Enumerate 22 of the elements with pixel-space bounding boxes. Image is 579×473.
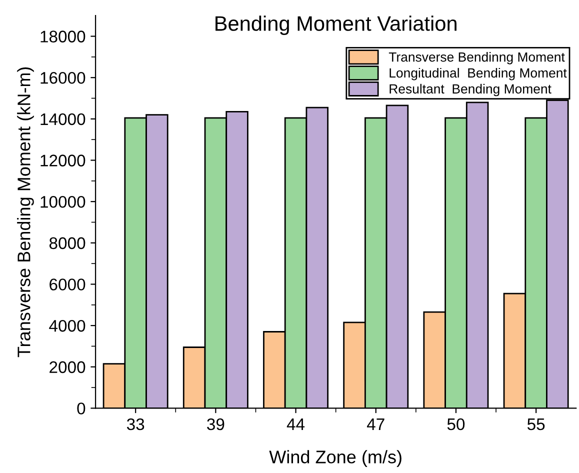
y-tick-label: 6000 [50, 278, 86, 290]
x-axis-title: Wind Zone (m/s) [269, 450, 402, 467]
y-axis-title: Transverse Bending Moment (kN-m) [17, 67, 34, 358]
y-tick-label: 2000 [50, 361, 86, 374]
y-tick-label: 10000 [40, 196, 86, 208]
x-tick-label: 55 [527, 418, 545, 430]
legend-label: Longitudinal Bending Moment [390, 68, 567, 80]
y-tick-label: 0 [77, 402, 86, 414]
x-tick-label: 47 [366, 418, 384, 430]
y-tick-label: 14000 [40, 113, 86, 126]
x-tick-label: 33 [126, 418, 144, 430]
x-tick-label: 50 [447, 418, 465, 430]
x-tick-label: 39 [207, 418, 224, 430]
x-tick-label: 44 [286, 418, 305, 430]
y-tick-label: 16000 [40, 72, 86, 84]
legend-label: Resultant Bending Moment [390, 84, 552, 96]
y-tick-label: 18000 [40, 30, 86, 42]
y-tick-label: 8000 [49, 237, 86, 250]
legend-label: Transverse Bendinng Moment [388, 52, 565, 64]
y-tick-label: 4000 [49, 320, 86, 332]
chart-title: Bending Moment Variation [216, 16, 456, 36]
y-tick-label: 12000 [40, 154, 86, 166]
